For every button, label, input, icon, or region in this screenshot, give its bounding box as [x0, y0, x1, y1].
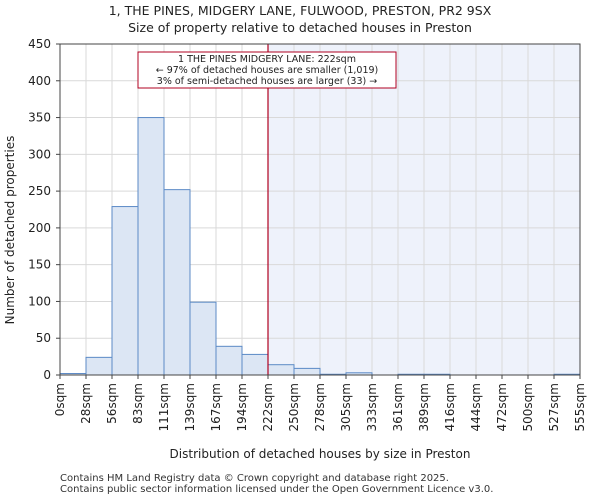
y-tick-label: 100: [28, 294, 51, 308]
histogram-bar: [267, 364, 295, 376]
y-tick-label: 450: [28, 37, 51, 51]
histogram-bar: [111, 206, 139, 376]
y-tick-label: 50: [36, 331, 51, 345]
x-tick-label: 527sqm: [547, 383, 561, 431]
x-tick-label: 305sqm: [339, 383, 353, 431]
y-axis-label: Number of detached properties: [3, 136, 17, 325]
x-tick-label: 278sqm: [313, 383, 327, 431]
attribution-line-1: Contains HM Land Registry data © Crown c…: [60, 473, 449, 484]
annotation-line: 1 THE PINES MIDGERY LANE: 222sqm: [178, 54, 356, 65]
y-tick-label: 250: [28, 184, 51, 198]
x-tick-label: 56sqm: [105, 383, 119, 424]
attribution-line-2: Contains public sector information licen…: [60, 484, 494, 495]
x-axis-label: Distribution of detached houses by size …: [170, 447, 471, 461]
y-tick-label: 300: [28, 147, 51, 161]
x-tick-label: 472sqm: [495, 383, 509, 431]
y-tick-label: 350: [28, 111, 51, 125]
histogram-bar: [85, 356, 113, 376]
chart-subtitle: Size of property relative to detached ho…: [128, 20, 472, 35]
chart-title-block: 1, THE PINES, MIDGERY LANE, FULWOOD, PRE…: [0, 2, 600, 36]
y-tick-label: 0: [43, 368, 51, 382]
histogram-bar: [241, 353, 269, 376]
histogram-bar: [137, 117, 165, 376]
attribution-footer: Contains HM Land Registry data © Crown c…: [60, 473, 493, 495]
x-tick-label: 28sqm: [79, 383, 93, 424]
annotation-box: [137, 51, 397, 89]
x-tick-label: 111sqm: [157, 383, 171, 431]
x-tick-label: 361sqm: [391, 383, 405, 431]
x-tick-label: 83sqm: [131, 383, 145, 424]
x-tick-label: 500sqm: [521, 383, 535, 431]
x-tick-label: 444sqm: [469, 383, 483, 431]
x-tick-label: 167sqm: [209, 383, 223, 431]
x-tick-label: 555sqm: [573, 383, 587, 431]
annotation-line: 3% of semi-detached houses are larger (3…: [157, 76, 377, 87]
x-tick-label: 0sqm: [53, 383, 67, 416]
y-tick-label: 200: [28, 221, 51, 235]
histogram-chart: 0 50 100 150 200 250 300 350 400 450 0sqm 28sqm 56s…: [3, 37, 587, 461]
histogram-bar: [293, 367, 321, 376]
histogram-bar: [215, 345, 243, 376]
y-tick-label: 150: [28, 258, 51, 272]
annotation-line: ← 97% of detached houses are smaller (1,…: [156, 65, 379, 76]
x-tick-label: 139sqm: [183, 383, 197, 431]
x-tick-label: 250sqm: [287, 383, 301, 431]
histogram-bar: [189, 301, 217, 376]
histogram-bar: [163, 189, 191, 376]
x-tick-label: 389sqm: [417, 383, 431, 431]
x-tick-label: 333sqm: [365, 383, 379, 431]
x-tick-label: 416sqm: [443, 383, 457, 431]
y-tick-label: 400: [28, 74, 51, 88]
chart-title: 1, THE PINES, MIDGERY LANE, FULWOOD, PRE…: [108, 3, 492, 18]
x-tick-label: 222sqm: [261, 383, 275, 431]
x-tick-label: 194sqm: [235, 383, 249, 431]
